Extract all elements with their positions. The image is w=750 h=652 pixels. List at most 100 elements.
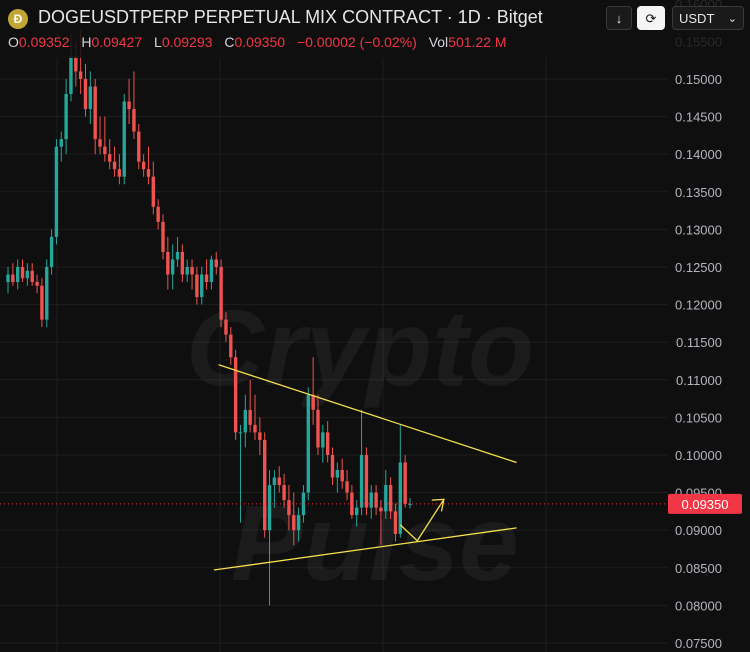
candle xyxy=(137,124,141,170)
candle-body xyxy=(6,274,10,283)
candle-body xyxy=(393,511,398,534)
candle xyxy=(379,500,383,546)
candle xyxy=(64,78,68,155)
candle-body xyxy=(263,439,267,531)
candle xyxy=(238,424,243,523)
candle-body xyxy=(224,319,228,335)
candle xyxy=(253,394,257,440)
candle xyxy=(209,255,214,290)
candle-body xyxy=(253,424,257,433)
candle xyxy=(88,71,93,125)
candle xyxy=(54,139,59,245)
candle-body xyxy=(200,274,204,298)
candle-body xyxy=(93,86,97,140)
refresh-button[interactable]: ⟳ xyxy=(637,6,665,30)
candle-body xyxy=(40,285,44,320)
candle xyxy=(350,485,354,519)
support-trendline[interactable] xyxy=(213,527,517,571)
candle xyxy=(35,274,39,294)
candle-body xyxy=(59,139,63,147)
close-value: 0.09350 xyxy=(234,34,286,50)
candle xyxy=(190,259,194,290)
candle-body xyxy=(83,78,88,110)
candle xyxy=(321,424,325,463)
candle xyxy=(45,259,49,328)
y-tick-label: 0.07500 xyxy=(675,636,722,651)
candle xyxy=(258,417,262,455)
candle-body xyxy=(166,251,170,275)
candle-body xyxy=(214,259,218,267)
candle-body xyxy=(190,266,194,275)
candle xyxy=(248,379,252,433)
y-tick-label: 0.13000 xyxy=(675,222,722,237)
candle-body xyxy=(350,492,354,516)
candle-body xyxy=(345,481,349,493)
candle xyxy=(11,263,15,286)
watermark: Crypto Pulse xyxy=(186,287,534,603)
candlestick-series xyxy=(6,30,412,606)
candle xyxy=(40,278,44,328)
candle xyxy=(49,229,54,275)
candle-body xyxy=(398,462,403,534)
candle-body xyxy=(170,259,175,275)
open-label: O xyxy=(8,34,19,50)
y-tick-label: 0.14500 xyxy=(675,110,722,125)
candle xyxy=(122,94,126,185)
chart-header: Ð DOGEUSDTPERP PERPETUAL MIX CONTRACT · … xyxy=(0,0,750,58)
candle xyxy=(127,78,131,125)
candle xyxy=(355,500,359,527)
price-axis[interactable]: 0.160000.155000.150000.145000.140000.135… xyxy=(675,0,722,651)
candle xyxy=(393,503,398,542)
candle-body xyxy=(321,432,325,448)
candle-body xyxy=(388,485,393,512)
y-tick-label: 0.12000 xyxy=(675,298,722,313)
download-icon: ↓ xyxy=(615,11,623,26)
symbol-title[interactable]: DOGEUSDTPERP PERPETUAL MIX CONTRACT · 1D… xyxy=(38,7,543,27)
candle xyxy=(292,492,296,546)
candle xyxy=(277,466,281,493)
candle-body xyxy=(204,274,209,283)
candle-body xyxy=(277,477,281,486)
candle-body xyxy=(229,334,233,358)
candle xyxy=(25,263,30,286)
candle-body xyxy=(209,259,214,283)
candle-body xyxy=(49,236,54,267)
candle-body xyxy=(175,251,180,260)
candle xyxy=(83,63,88,117)
candle xyxy=(384,470,388,519)
candle-body xyxy=(161,221,165,252)
candle xyxy=(224,312,228,343)
close-label: C xyxy=(224,34,235,50)
projection-arrow[interactable] xyxy=(399,498,445,542)
candle xyxy=(330,447,335,486)
candle-body xyxy=(306,394,310,493)
candle xyxy=(403,454,407,508)
candle xyxy=(233,349,238,440)
currency-select[interactable]: USDT ⌄ xyxy=(672,6,744,30)
last-price-tag xyxy=(668,493,742,514)
candle xyxy=(93,78,97,155)
candle-body xyxy=(146,169,151,177)
y-tick-label: 0.08000 xyxy=(675,598,722,613)
currency-value: USDT xyxy=(679,11,715,26)
candle-body xyxy=(103,146,107,155)
candle-body xyxy=(20,266,25,279)
candle xyxy=(316,394,320,455)
candle-body xyxy=(108,154,112,162)
candle-body xyxy=(355,507,359,516)
y-tick-label: 0.08500 xyxy=(675,561,722,576)
candle xyxy=(6,266,10,294)
candle-body xyxy=(296,515,301,531)
resistance-trendline[interactable] xyxy=(218,364,517,464)
candle xyxy=(156,199,160,230)
candle xyxy=(200,266,204,305)
doge-coin-icon: Ð xyxy=(8,9,28,29)
candle xyxy=(175,236,180,267)
candle-body xyxy=(180,251,185,275)
download-button[interactable]: ↓ xyxy=(606,6,632,30)
y-tick-label: 0.11500 xyxy=(676,335,722,350)
candle-body xyxy=(384,485,388,512)
y-tick-label: 0.13500 xyxy=(675,185,722,200)
volume-value: 501.22 M xyxy=(448,34,507,50)
